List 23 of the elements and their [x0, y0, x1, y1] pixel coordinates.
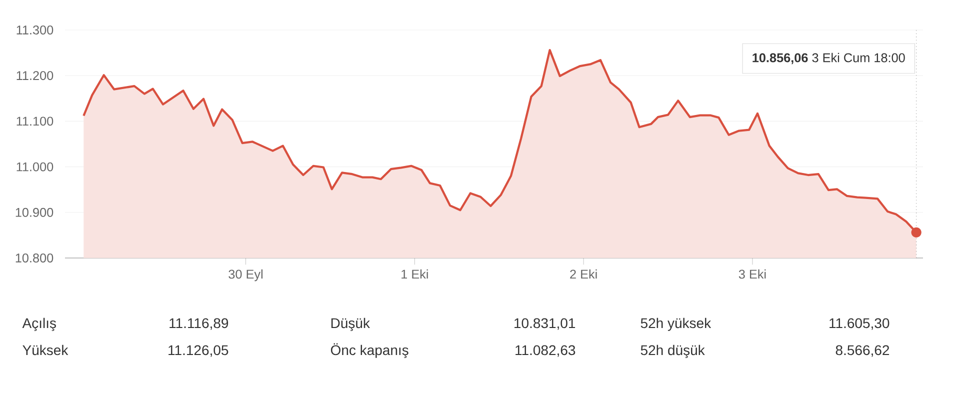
text: 11.116,89: [170, 318, 228, 330]
text: Düşük: [331, 318, 370, 331]
text: 10.831,01: [514, 318, 576, 330]
text: Yüksek: [22, 344, 68, 356]
text: 11.082,63: [516, 345, 576, 357]
y-tick-label: 11.200: [16, 71, 54, 80]
text: Açılış: [22, 318, 56, 331]
y-tick-label: 11.300: [16, 26, 54, 34]
x-tick-label: 2 Eki: [570, 269, 597, 279]
text: 11.126,05: [168, 345, 228, 357]
x-tick-label: 30 Eyl: [228, 269, 262, 282]
y-tick-label: 10.900: [16, 208, 54, 217]
x-tick-label: 3 Eki: [738, 269, 766, 279]
x-tick-label: 1 Eki: [402, 269, 428, 279]
text: Önc kapanış: [330, 343, 408, 358]
y-tick-label: 10.800: [16, 254, 54, 262]
y-tick-label: 11.100: [16, 116, 54, 126]
text: 52h yüksek: [640, 318, 712, 331]
text: 8.566,62: [836, 345, 890, 357]
y-tick-label: 11.000: [16, 162, 54, 172]
text: 11.605,30: [830, 318, 890, 330]
text: 52h düşük: [640, 344, 705, 358]
annotation: 10.856,06 3 Eki Cum 18:00: [752, 52, 905, 64]
